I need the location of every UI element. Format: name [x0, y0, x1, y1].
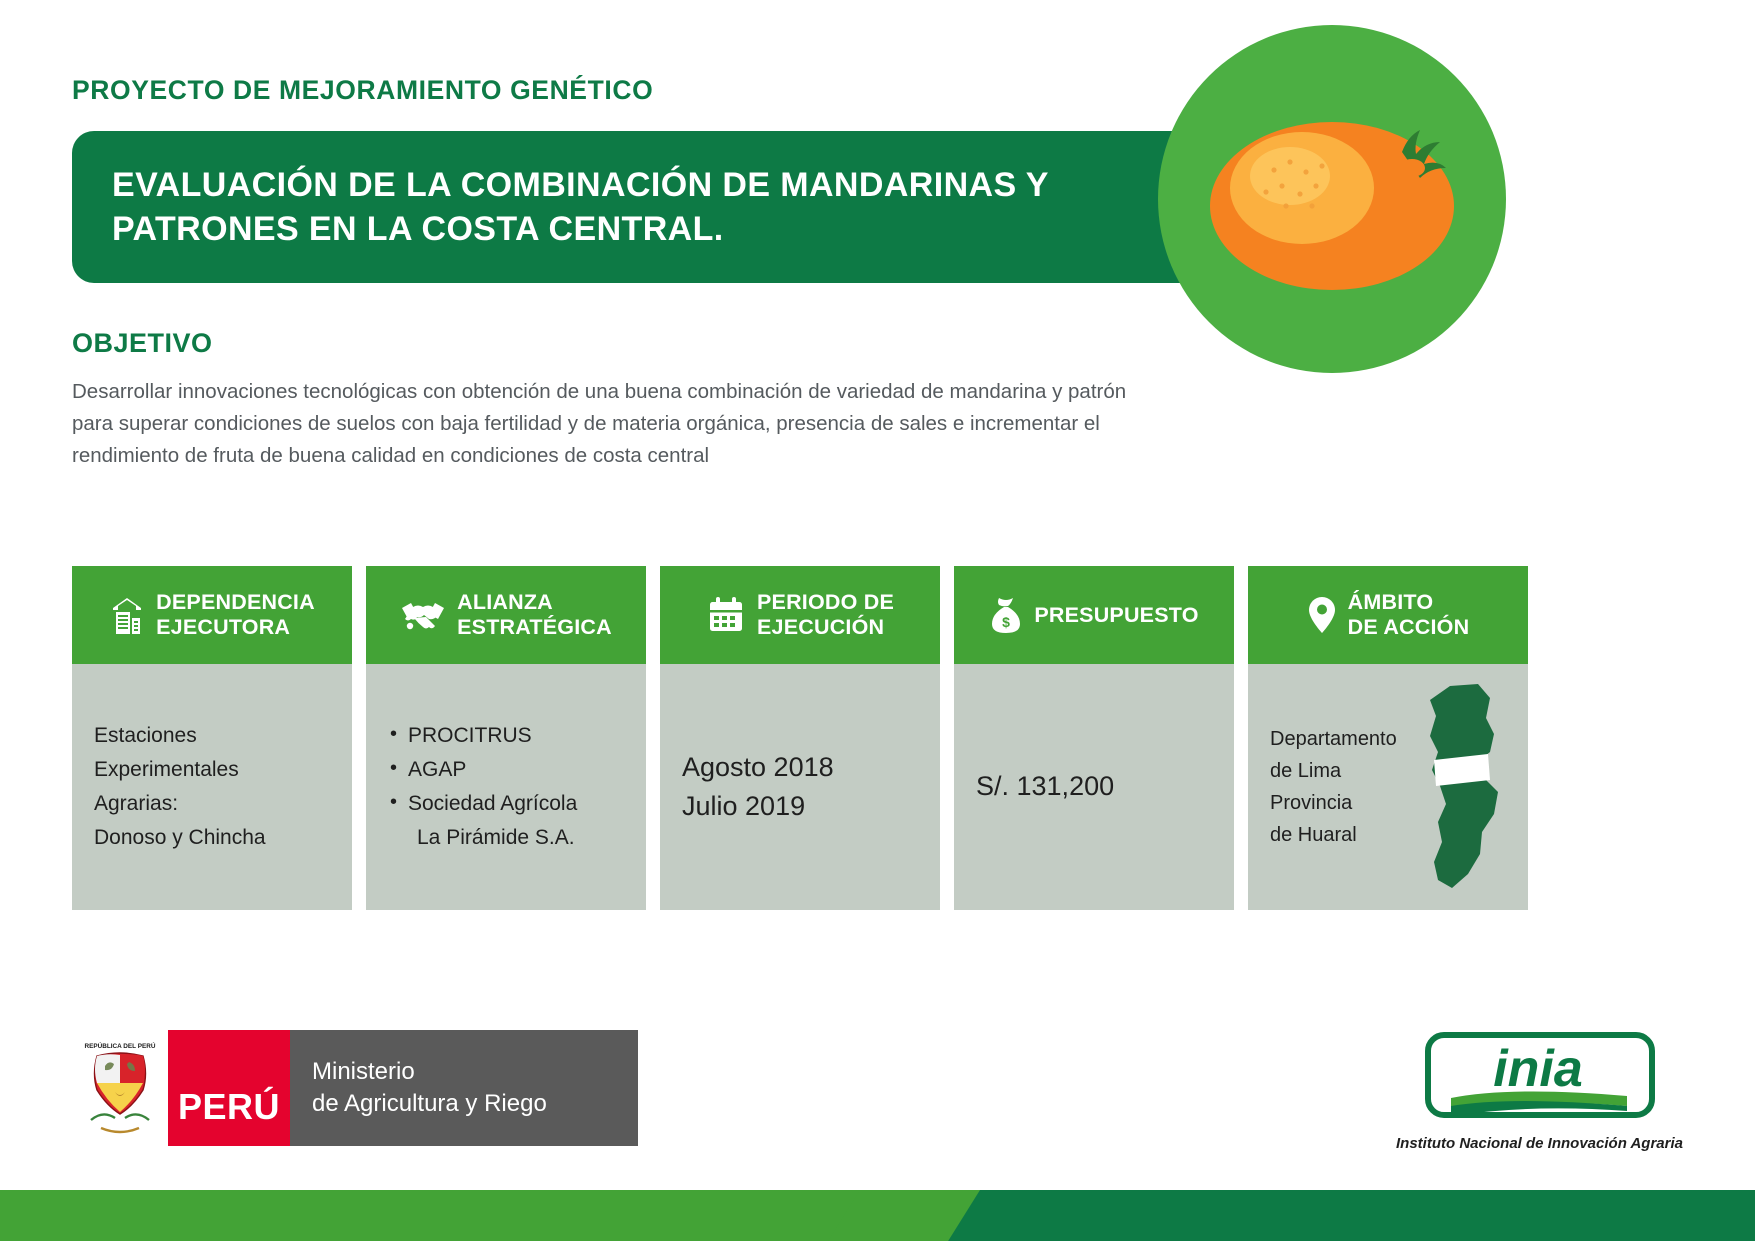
card-title: PRESUPUESTO	[1034, 603, 1198, 628]
body-line: Estaciones	[94, 723, 197, 747]
handshake-icon	[400, 595, 446, 635]
list-item-label: PROCITRUS	[408, 723, 532, 747]
card-header: $ PRESUPUESTO	[954, 566, 1234, 664]
list-item: PROCITRUS	[388, 718, 624, 753]
list-item-label: Sociedad Agrícola	[408, 792, 578, 815]
list-item-label-2: La Pirámide S.A.	[417, 826, 575, 850]
budget-value: S/. 131,200	[976, 771, 1115, 802]
body-line: Donoso y Chincha	[94, 826, 266, 850]
list-item-label: AGAP	[408, 757, 467, 781]
card-title-line1: PERIODO DE	[757, 590, 894, 615]
svg-text:$: $	[1002, 614, 1010, 630]
coat-caption: REPÚBLICA DEL PERÚ	[84, 1041, 155, 1050]
period-end: Julio 2019	[682, 791, 806, 821]
objetivo-text: Desarrollar innovaciones tecnológicas co…	[72, 380, 1127, 468]
minagri-logo: REPÚBLICA DEL PERÚ PERÚ	[72, 1030, 638, 1146]
card-body: S/. 131,200	[954, 664, 1234, 910]
card-title-line2: DE ACCIÓN	[1347, 615, 1470, 639]
body-line: de Huaral	[1270, 824, 1357, 846]
card-body: PROCITRUS AGAP Sociedad Agrícola La Pirá…	[366, 664, 646, 910]
inia-subtitle: Instituto Nacional de Innovación Agraria	[1396, 1135, 1683, 1152]
peru-label: PERÚ	[168, 1030, 290, 1146]
card-title: ALIANZA ESTRATÉGICA	[457, 590, 612, 640]
inia-logo-icon: inia	[1424, 1032, 1655, 1118]
objetivo-heading: OBJETIVO	[72, 328, 213, 358]
card-title-line1: DEPENDENCIA	[156, 590, 315, 615]
card-title-line1: PRESUPUESTO	[1034, 602, 1199, 627]
card-title-line1: ALIANZA	[457, 590, 553, 615]
body-line: Departamento	[1270, 728, 1397, 750]
ambito-text: Departamento de Lima Provincia de Huaral	[1270, 723, 1506, 851]
money-bag-icon: $	[989, 595, 1023, 635]
card-presupuesto: $ PRESUPUESTO S/. 131,200	[954, 566, 1234, 910]
card-title-line1: ÁMBITO	[1347, 590, 1434, 615]
list-item: Sociedad Agrícola La Pirámide S.A.	[388, 786, 624, 855]
card-body: Estaciones Experimentales Agrarias: Dono…	[72, 664, 352, 910]
card-periodo-de-ejecucion: PERIODO DE EJECUCIÓN Agosto 2018 Julio 2…	[660, 566, 940, 910]
card-title: PERIODO DE EJECUCIÓN	[757, 590, 894, 640]
card-title-line2: ESTRATÉGICA	[457, 615, 612, 639]
card-title: DEPENDENCIA EJECUTORA	[156, 590, 315, 640]
project-kicker: PROYECTO DE MEJORAMIENTO GENÉTICO	[72, 75, 654, 105]
inia-logo: inia Instituto Nacional de Innovación Ag…	[1396, 1032, 1683, 1152]
period-start: Agosto 2018	[682, 751, 834, 782]
peru-coat-of-arms-icon: REPÚBLICA DEL PERÚ	[72, 1030, 168, 1146]
card-header: PERIODO DE EJECUCIÓN	[660, 566, 940, 664]
body-line: Experimentales	[94, 757, 239, 781]
card-ambito-de-accion: ÁMBITO DE ACCIÓN Departamento de Lima Pr…	[1248, 566, 1528, 910]
body-line: Provincia	[1270, 792, 1353, 814]
info-cards: DEPENDENCIA EJECUTORA Estaciones Experim…	[72, 566, 1684, 910]
calendar-icon	[706, 595, 746, 635]
ministry-line-2: de Agricultura y Riego	[312, 1090, 547, 1117]
card-header: ÁMBITO DE ACCIÓN	[1248, 566, 1528, 664]
card-title-line2: EJECUTORA	[156, 615, 291, 639]
page-title: EVALUACIÓN DE LA COMBINACIÓN DE MANDARIN…	[112, 165, 1049, 248]
card-body: Agosto 2018 Julio 2019	[660, 664, 940, 910]
map-pin-icon	[1307, 595, 1337, 635]
card-title: ÁMBITO DE ACCIÓN	[1348, 590, 1470, 640]
card-dependencia-ejecutora: DEPENDENCIA EJECUTORA Estaciones Experim…	[72, 566, 352, 910]
alliance-list: PROCITRUS AGAP Sociedad Agrícola La Pirá…	[388, 718, 624, 855]
list-item: AGAP	[388, 752, 624, 787]
stripe-bright-green	[0, 1190, 905, 1241]
body-line: Agrarias:	[94, 792, 179, 815]
building-icon	[109, 594, 145, 636]
mandarin-orange-icon	[1190, 110, 1475, 295]
inia-wordmark: inia	[1493, 1040, 1583, 1098]
ministry-label: Ministerio de Agricultura y Riego	[290, 1030, 638, 1146]
card-alianza-estrategica: ALIANZA ESTRATÉGICA PROCITRUS AGAP Socie…	[366, 566, 646, 910]
card-body: Departamento de Lima Provincia de Huaral	[1248, 664, 1528, 910]
body-line: de Lima	[1270, 760, 1342, 782]
card-header: ALIANZA ESTRATÉGICA	[366, 566, 646, 664]
lima-region-map-icon	[1394, 682, 1516, 908]
bottom-stripes	[0, 1190, 1755, 1241]
card-title-line2: EJECUCIÓN	[757, 615, 885, 639]
footer: REPÚBLICA DEL PERÚ PERÚ	[0, 1030, 1755, 1190]
card-header: DEPENDENCIA EJECUTORA	[72, 566, 352, 664]
ministry-line-1: Ministerio	[312, 1058, 415, 1086]
